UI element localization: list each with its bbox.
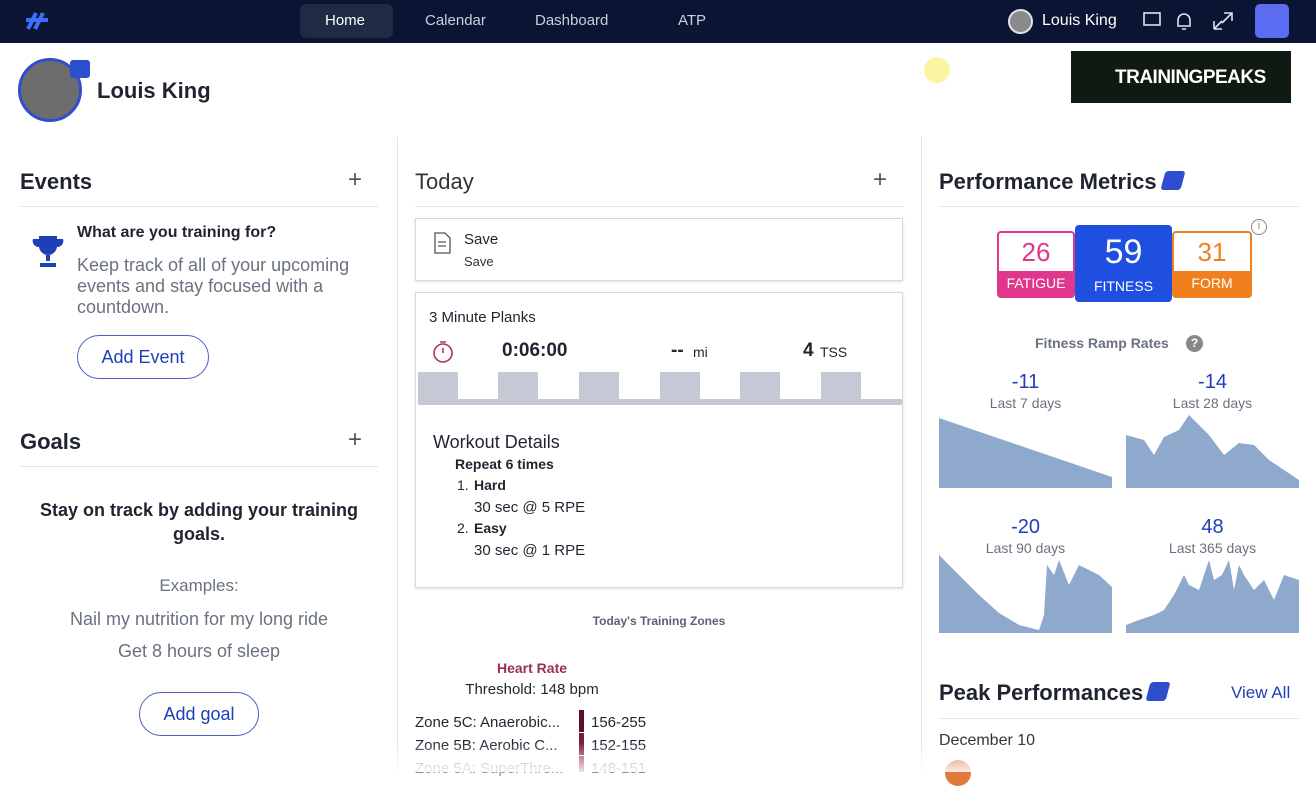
zone-range: 156-255: [591, 714, 647, 731]
premium-badge: [1160, 171, 1186, 190]
separator: [20, 466, 378, 467]
nav-item[interactable]: ATP: [678, 12, 707, 29]
ramp-label: Last 28 days: [1172, 395, 1253, 411]
nav-icons[interactable]: [1142, 10, 1252, 34]
timer-icon: [433, 341, 453, 363]
separator: [415, 206, 903, 207]
premium-badge: [1145, 682, 1171, 701]
ramp-value: -14: [1198, 371, 1227, 393]
add-icon[interactable]: +: [348, 426, 363, 453]
goals-heading: Stay on track by adding your training go…: [39, 500, 359, 544]
app-switcher[interactable]: [1255, 4, 1289, 38]
ramp-title: Fitness Ramp Rates: [1035, 335, 1169, 351]
help-icon[interactable]: ?: [1186, 335, 1203, 352]
add-goal-button[interactable]: Add goal: [139, 692, 259, 736]
events-prompt: What are you training for?: [77, 224, 277, 241]
workout-card[interactable]: 3 Minute Planks 0:06:00 -- mi 4 TSS Work…: [415, 292, 903, 588]
add-icon[interactable]: +: [348, 166, 363, 193]
zone-name: Zone 5C: Anaerobic...: [415, 714, 561, 731]
step-detail: 30 sec @ 1 RPE: [474, 542, 586, 559]
note-title: Save: [464, 231, 499, 248]
form-value: 31: [1197, 237, 1227, 267]
app-logo[interactable]: [24, 9, 52, 33]
ramp-label: Last 365 days: [1168, 540, 1257, 556]
workout-distance: --: [671, 340, 684, 361]
ramp-value: -20: [1011, 516, 1040, 538]
trophy-icon: [32, 236, 64, 267]
nav-item[interactable]: Calendar: [425, 12, 486, 29]
ramp-value: 48: [1201, 516, 1224, 538]
zones-threshold: Threshold: 148 bpm: [465, 681, 599, 698]
divider: [397, 137, 398, 772]
brand-logo: TRAININGPEAKS: [1071, 51, 1291, 103]
fitness-label: FITNESS: [1093, 278, 1154, 294]
repeat-label: Repeat 6 times: [455, 456, 554, 472]
tss-unit: TSS: [820, 344, 848, 360]
ramp-label: Last 90 days: [985, 540, 1066, 556]
section-title: Goals: [20, 429, 82, 454]
fitness-box[interactable]: 59 FITNESS: [1075, 225, 1172, 302]
workout-duration: 0:06:00: [502, 340, 568, 361]
zone-color: [579, 710, 584, 732]
goal-example: Nail my nutrition for my long ride: [69, 609, 329, 629]
zones-title: Today's Training Zones: [592, 614, 726, 628]
nav-item[interactable]: Dashboard: [535, 12, 609, 29]
nav-item[interactable]: Home: [325, 12, 366, 29]
cursor-highlight: [924, 57, 950, 83]
fitness-value: 59: [1104, 233, 1143, 271]
profile-name: Louis King: [97, 78, 211, 103]
step-number: 2.: [457, 520, 469, 536]
step-name: Hard: [474, 477, 506, 493]
view-all-link[interactable]: View All: [1231, 683, 1291, 702]
ramp-sparklines: [939, 415, 1299, 633]
active-tab-bg: [300, 4, 393, 38]
events-description: Keep track of all of your upcoming event…: [77, 255, 350, 317]
info-icon[interactable]: i: [1251, 219, 1267, 235]
details-title: Workout Details: [433, 432, 560, 452]
section-title: Performance Metrics: [939, 169, 1157, 194]
scroll-fade: [0, 742, 1316, 772]
examples-label: Examples:: [159, 576, 239, 595]
zones-metric: Heart Rate: [496, 660, 568, 676]
note-icon: [434, 232, 451, 254]
step-detail: 30 sec @ 5 RPE: [474, 499, 586, 516]
goal-example: Get 8 hours of sleep: [117, 641, 281, 661]
user-name[interactable]: Louis King: [1042, 12, 1117, 29]
note-subtitle: Save: [464, 254, 494, 269]
note-card[interactable]: Save Save: [415, 218, 903, 281]
ramp-label: Last 7 days: [989, 395, 1062, 411]
section-title: Peak Performances: [939, 680, 1144, 705]
section-title: Today: [415, 169, 474, 194]
form-box[interactable]: 31 FORM: [1172, 231, 1252, 298]
workout-tss: 4: [803, 340, 814, 361]
distance-unit: mi: [693, 344, 708, 360]
add-event-button[interactable]: Add Event: [77, 335, 209, 379]
step-number: 1.: [457, 477, 469, 493]
fatigue-label: FATIGUE: [999, 271, 1073, 296]
section-title: Events: [20, 169, 93, 194]
nav-bar: Home Calendar Dashboard ATP Louis King: [0, 0, 1316, 43]
divider: [921, 137, 922, 772]
fatigue-value: 26: [1021, 237, 1051, 267]
form-label: FORM: [1174, 271, 1250, 296]
step-name: Easy: [474, 520, 507, 536]
ramp-value: -11: [1011, 371, 1040, 393]
add-icon[interactable]: +: [873, 166, 888, 193]
separator: [20, 206, 378, 207]
user-avatar[interactable]: [1008, 9, 1033, 34]
workout-name: 3 Minute Planks: [429, 309, 536, 326]
separator: [939, 718, 1299, 719]
fatigue-box[interactable]: 26 FATIGUE: [997, 231, 1075, 298]
workout-structure: [418, 372, 902, 405]
separator: [939, 206, 1299, 207]
premium-badge: [70, 60, 90, 78]
